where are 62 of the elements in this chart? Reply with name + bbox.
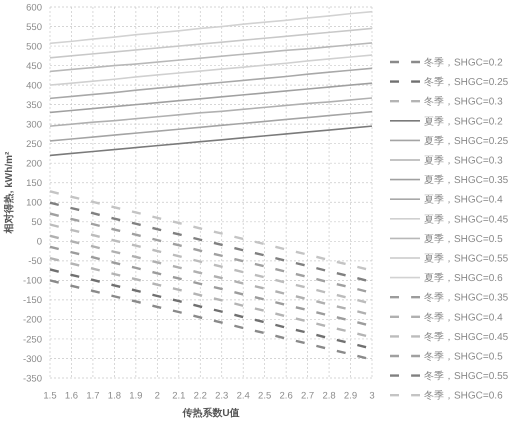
line-series [49,68,373,100]
legend-label: 冬季，SHGC=0.25 [424,76,509,88]
x-tick-label: 1.6 [64,390,78,402]
x-tick-label: 2.3 [215,390,228,402]
legend-label: 夏季，SHGC=0.55 [424,252,509,264]
line-series [49,82,373,114]
legend-label: 夏季，SHGC=0.6 [424,272,504,284]
x-tick-label: 2 [154,390,160,402]
legend-label: 冬季，SHGC=0.2 [424,56,504,68]
y-axis-title: 相对得热, kWh/m² [3,151,15,234]
legend-label: 冬季，SHGC=0.3 [424,96,504,108]
line-series [49,42,373,72]
y-tick-label: 350 [26,100,42,111]
legend-label: 夏季，SHGC=0.4 [424,194,504,206]
y-tick-label: 200 [26,158,42,170]
legend-label: 冬季，SHGC=0.5 [424,350,504,362]
legend-label: 夏季，SHGC=0.3 [424,154,504,166]
line-series [49,125,373,156]
x-tick-label: 1.8 [108,390,122,402]
y-tick-label: 250 [26,139,42,150]
line-series [49,110,373,142]
y-tick-label: -150 [22,295,42,306]
x-tick-label: 2.2 [194,390,207,402]
x-tick-label: 2.8 [322,390,336,402]
y-tick-label: 550 [26,22,42,33]
x-axis-title: 传热系数U值 [181,407,240,419]
legend-label: 冬季，SHGC=0.55 [424,370,509,382]
y-tick-label: 50 [31,217,42,228]
y-tick-label: -350 [22,373,42,384]
y-tick-label: 500 [26,41,42,52]
y-tick-label: 400 [26,80,42,92]
legend-label: 冬季，SHGC=0.6 [424,390,504,402]
x-tick-label: 2.1 [172,390,186,402]
legend-label: 夏季，SHGC=0.25 [424,134,509,147]
legend-label: 冬季，SHGC=0.45 [424,330,509,343]
x-tick-label: 2.4 [236,390,250,402]
legend-label: 夏季，SHGC=0.45 [424,213,509,226]
legend-label: 夏季，SHGC=0.2 [424,115,504,128]
y-tick-label: 300 [26,119,42,130]
y-tick-label: 150 [26,178,42,190]
x-tick-label: 3 [369,390,375,402]
line-series [49,97,373,127]
x-tick-label: 1.5 [43,390,57,402]
y-tick-label: 0 [36,236,42,248]
x-tick-label: 2.9 [344,390,358,402]
legend-label: 冬季，SHGC=0.4 [424,311,504,324]
x-tick-label: 2.7 [300,390,314,402]
legend-label: 夏季，SHGC=0.35 [424,174,509,186]
legend-label: 冬季，SHGC=0.35 [424,292,509,304]
y-tick-label: -300 [22,354,42,365]
legend-label: 夏季，SHGC=0.5 [424,232,504,245]
y-tick-label: -200 [22,314,42,326]
x-tick-label: 1.7 [86,390,100,402]
x-tick-label: 2.5 [258,390,272,402]
x-tick-label: 2.6 [280,390,293,402]
y-tick-label: -50 [28,256,42,268]
y-tick-label: -250 [22,334,42,346]
y-tick-label: -100 [22,276,42,287]
x-tick-label: 1.9 [129,390,142,402]
y-tick-label: 100 [26,198,42,209]
y-tick-label: 450 [26,60,42,72]
y-tick-label: 600 [26,2,42,14]
